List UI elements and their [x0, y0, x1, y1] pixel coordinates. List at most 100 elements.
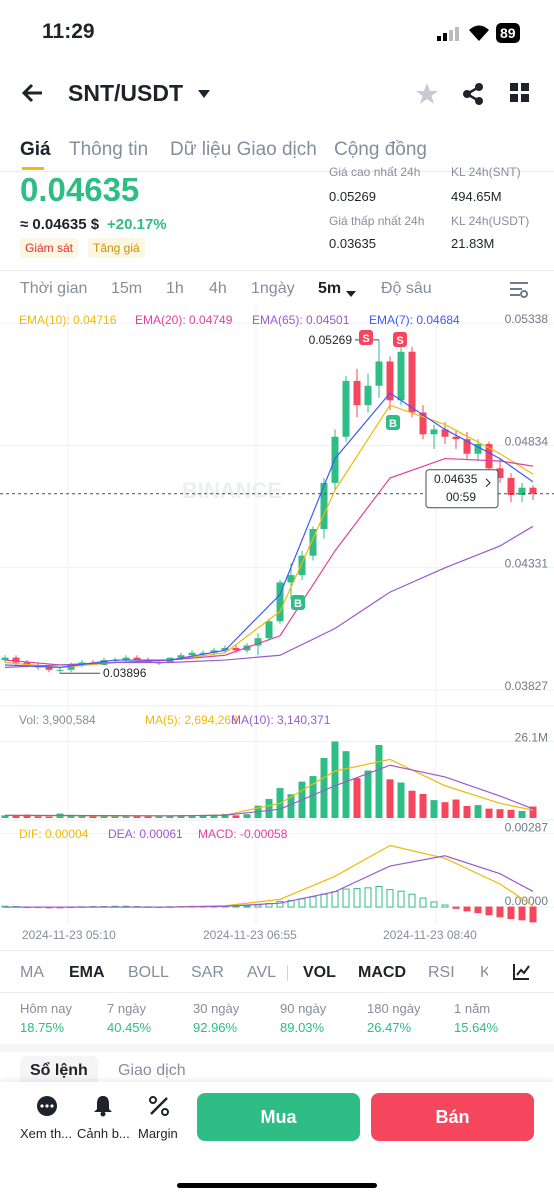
signal-label: S: [362, 333, 369, 345]
action-label[interactable]: Cảnh b...: [77, 1126, 130, 1141]
macd-bar: [496, 906, 504, 918]
macd-bar: [430, 901, 438, 908]
timeframe[interactable]: 4h: [209, 280, 227, 297]
tab[interactable]: Thông tin: [69, 139, 149, 160]
section-gap: [0, 1044, 554, 1052]
candle-body: [364, 385, 372, 406]
tab[interactable]: Cộng đồng: [334, 139, 427, 160]
chart-settings[interactable]: [509, 280, 529, 303]
volume-bar: [265, 798, 273, 818]
sell-button[interactable]: Bán: [371, 1093, 534, 1141]
candle-body: [265, 621, 273, 639]
price-tag-value: 0.04635: [434, 472, 478, 486]
favorite-button[interactable]: [415, 82, 439, 111]
candle-body: [12, 657, 20, 663]
divider: [0, 950, 554, 951]
timeframe-selected[interactable]: 5m: [318, 280, 342, 297]
indicator-tab[interactable]: BOLL: [128, 964, 169, 981]
volume-bar: [210, 814, 218, 818]
stat-label: Giá thấp nhất 24h: [329, 214, 425, 228]
volume-legend: MA(5): 2,694,268: [145, 713, 238, 727]
candle-body: [254, 638, 262, 646]
volume-bar: [34, 816, 42, 818]
buy-button[interactable]: Mua: [197, 1093, 360, 1141]
macd-bar: [507, 906, 515, 920]
macd-bar: [276, 900, 284, 908]
low-label: 0.03896: [103, 666, 147, 680]
y-tick-label: 0.04834: [505, 434, 549, 448]
volume-bar: [100, 815, 108, 818]
perf-label: Hôm nay: [20, 1001, 73, 1016]
action-label[interactable]: Xem th...: [20, 1126, 73, 1141]
macd-bar: [485, 906, 493, 916]
indicator-tab[interactable]: MACD: [358, 964, 406, 981]
indicator-tab[interactable]: AVL: [247, 964, 277, 981]
perf-value: 15.64%: [454, 1020, 499, 1035]
y-tick-label: 26.1M: [515, 731, 548, 745]
macd-bar: [243, 905, 251, 908]
pair-dropdown[interactable]: [197, 86, 211, 104]
volume-bar: [23, 814, 31, 818]
volume-bar: [12, 815, 20, 818]
chat-icon[interactable]: [36, 1095, 58, 1122]
macd-bar: [232, 905, 240, 908]
macd-bar: [375, 886, 383, 908]
candle-body: [133, 657, 141, 661]
timeframe[interactable]: Độ sâu: [381, 280, 432, 297]
macd-bar: [452, 906, 460, 909]
candle-body: [452, 436, 460, 440]
tab[interactable]: Dữ liệu Giao dịch: [170, 139, 317, 160]
volume-bar: [474, 805, 482, 818]
tag[interactable]: Giám sát: [20, 238, 79, 258]
perf-label: 30 ngày: [193, 1001, 240, 1016]
price-change: +20.17%: [107, 216, 167, 233]
margin-icon[interactable]: [148, 1095, 170, 1122]
indicator-tab[interactable]: VOL: [303, 964, 336, 981]
order-tab[interactable]: Giao dịch: [118, 1062, 186, 1079]
perf-value: 89.03%: [280, 1020, 325, 1035]
volume-bar: [67, 814, 75, 818]
macd-bar: [529, 906, 537, 923]
volume-bar: [430, 800, 438, 818]
time-label: 2024-11-23 08:40: [383, 928, 477, 942]
divider: [0, 171, 554, 172]
share-button[interactable]: [461, 82, 485, 111]
action-label[interactable]: Margin: [138, 1126, 178, 1141]
stat-value: 494.65M: [451, 189, 502, 204]
candle-body: [309, 528, 317, 556]
signal-badge: [393, 332, 407, 347]
candle-body: [56, 669, 64, 671]
y-tick-label: 0.04331: [505, 557, 549, 571]
timeframe-dropdown[interactable]: [345, 285, 357, 303]
stat-value: 0.03635: [329, 236, 376, 251]
signal-badge: [359, 330, 373, 345]
y-tick-label: 0.03827: [505, 679, 549, 693]
tab[interactable]: Giá: [20, 139, 51, 160]
candle-body: [386, 361, 394, 401]
indicator-tab[interactable]: K: [480, 964, 488, 981]
indicator-tab[interactable]: MA: [20, 964, 44, 981]
timeframe[interactable]: Thời gian: [20, 280, 88, 297]
candle-body: [287, 575, 295, 583]
ema-line: [4, 525, 534, 668]
price-tag-time: 00:59: [446, 490, 476, 504]
wifi-icon: [468, 24, 490, 47]
timeframe[interactable]: 1ngày: [251, 280, 295, 297]
indicator-tab[interactable]: EMA: [69, 964, 105, 981]
timeframe[interactable]: 15m: [111, 280, 143, 297]
candle-body: [67, 664, 75, 670]
volume-bar: [1, 815, 9, 818]
candle-body: [1, 657, 9, 661]
volume-bar: [529, 806, 537, 818]
bell-icon[interactable]: [92, 1095, 114, 1122]
back-button[interactable]: [20, 80, 46, 111]
tag[interactable]: Tăng giá: [88, 238, 145, 258]
indicator-tab[interactable]: SAR: [191, 964, 224, 981]
pair-title[interactable]: SNT/USDT: [68, 80, 183, 106]
order-tab[interactable]: Sổ lệnh: [20, 1056, 98, 1086]
layout-button[interactable]: [510, 83, 530, 108]
indicator-settings[interactable]: [512, 963, 530, 986]
timeframe[interactable]: 1h: [166, 280, 184, 297]
candle-body: [507, 478, 515, 495]
indicator-tab[interactable]: RSI: [428, 964, 455, 981]
